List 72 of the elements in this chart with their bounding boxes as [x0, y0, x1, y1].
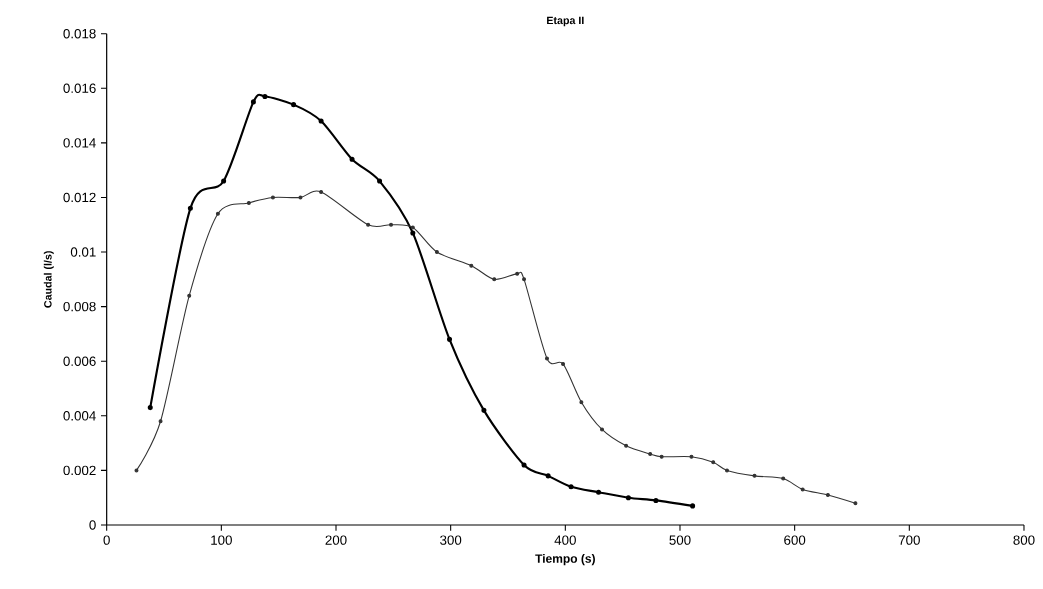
point: [800, 487, 805, 492]
point: [318, 118, 324, 124]
point: [648, 452, 653, 457]
point: [349, 156, 355, 162]
point: [389, 222, 394, 227]
point: [319, 189, 324, 194]
point: [515, 271, 520, 276]
point: [377, 178, 383, 184]
point: [246, 200, 251, 205]
point: [579, 400, 584, 405]
point: [262, 93, 268, 99]
point: [469, 263, 474, 268]
point: [291, 102, 297, 108]
point: [825, 492, 830, 497]
y-tick-label: 0.002: [63, 465, 96, 476]
point: [446, 336, 453, 342]
point: [521, 462, 527, 468]
point: [752, 473, 757, 478]
point: [568, 484, 574, 490]
point: [853, 501, 858, 506]
point: [561, 361, 566, 366]
x-tick-label: 200: [325, 535, 347, 545]
point: [624, 443, 629, 448]
point: [492, 277, 497, 282]
point: [298, 195, 303, 200]
chart-title: Etapa II: [547, 16, 584, 27]
point: [659, 454, 664, 459]
point: [366, 222, 371, 227]
point: [434, 250, 439, 255]
x-tick-label: 0: [103, 535, 110, 545]
point: [147, 405, 153, 411]
x-tick-label: 400: [554, 535, 576, 545]
point: [596, 489, 602, 495]
y-tick-label: 0.008: [63, 301, 96, 312]
y-tick-label: 0.006: [63, 356, 96, 366]
y-tick-label: 0.01: [70, 247, 96, 257]
point: [250, 99, 256, 105]
x-tick-label: 500: [669, 535, 691, 545]
y-tick-label: 0.004: [63, 411, 96, 421]
point: [781, 476, 786, 481]
point: [625, 495, 631, 501]
point: [544, 356, 549, 361]
point: [215, 211, 220, 216]
y-tick-label: 0.018: [63, 28, 96, 39]
point: [134, 468, 139, 473]
x-axis-title: Tiempo (s): [535, 553, 595, 566]
y-tick-label: 0.012: [63, 192, 96, 203]
point: [221, 178, 227, 184]
point: [187, 293, 192, 298]
point: [270, 195, 275, 200]
x-tick-label: 800: [1013, 535, 1035, 545]
x-tick-label: 100: [211, 535, 232, 545]
y-tick-label: 0.014: [63, 138, 96, 148]
x-tick-label: 700: [898, 535, 920, 545]
point: [410, 230, 416, 236]
point: [600, 427, 605, 432]
point: [690, 503, 696, 509]
x-tick-label: 300: [440, 535, 462, 545]
point: [187, 205, 193, 211]
y-tick-label: 0: [89, 520, 96, 530]
point: [689, 454, 694, 459]
point: [711, 460, 716, 465]
point: [481, 407, 487, 413]
point: [545, 473, 551, 479]
x-tick-label: 600: [784, 535, 806, 545]
point: [410, 225, 415, 230]
point: [158, 419, 163, 424]
point: [522, 277, 527, 282]
point: [653, 497, 659, 503]
y-axis-title: Caudal (l/s): [43, 251, 54, 308]
point: [725, 468, 730, 473]
y-tick-label: 0.016: [63, 83, 96, 93]
